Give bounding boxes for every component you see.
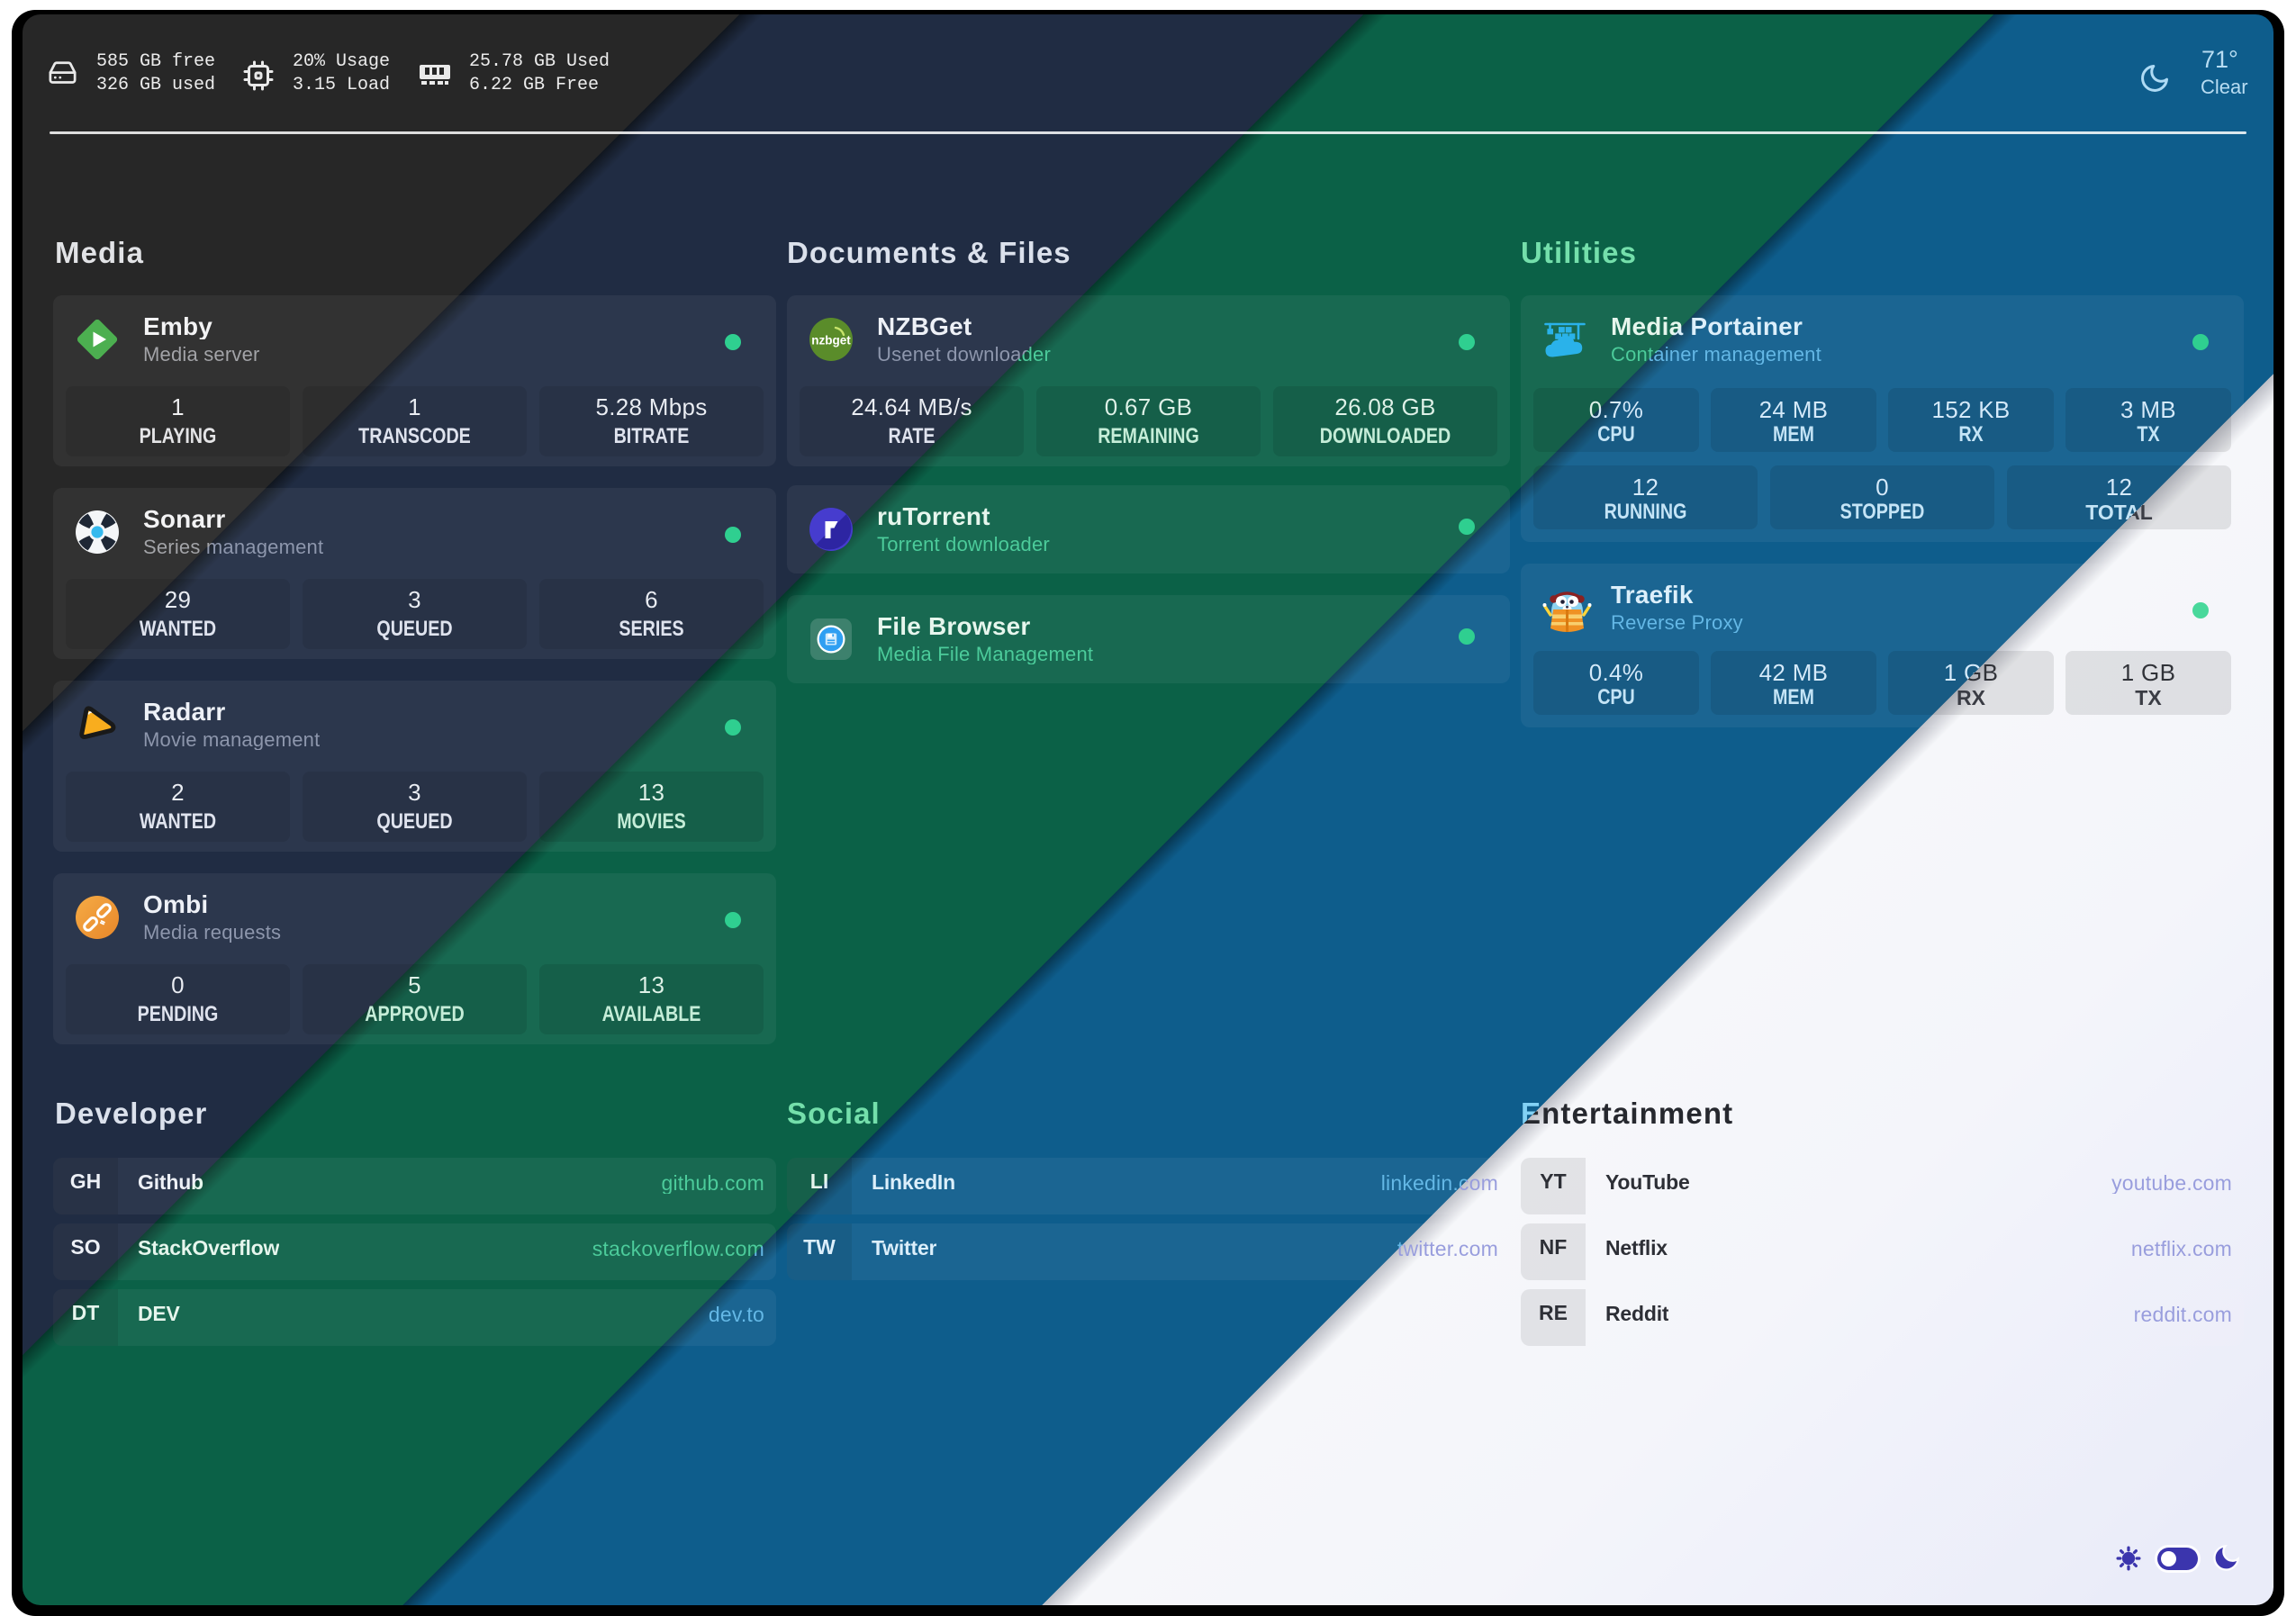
svg-text:nzbget: nzbget: [811, 334, 851, 348]
